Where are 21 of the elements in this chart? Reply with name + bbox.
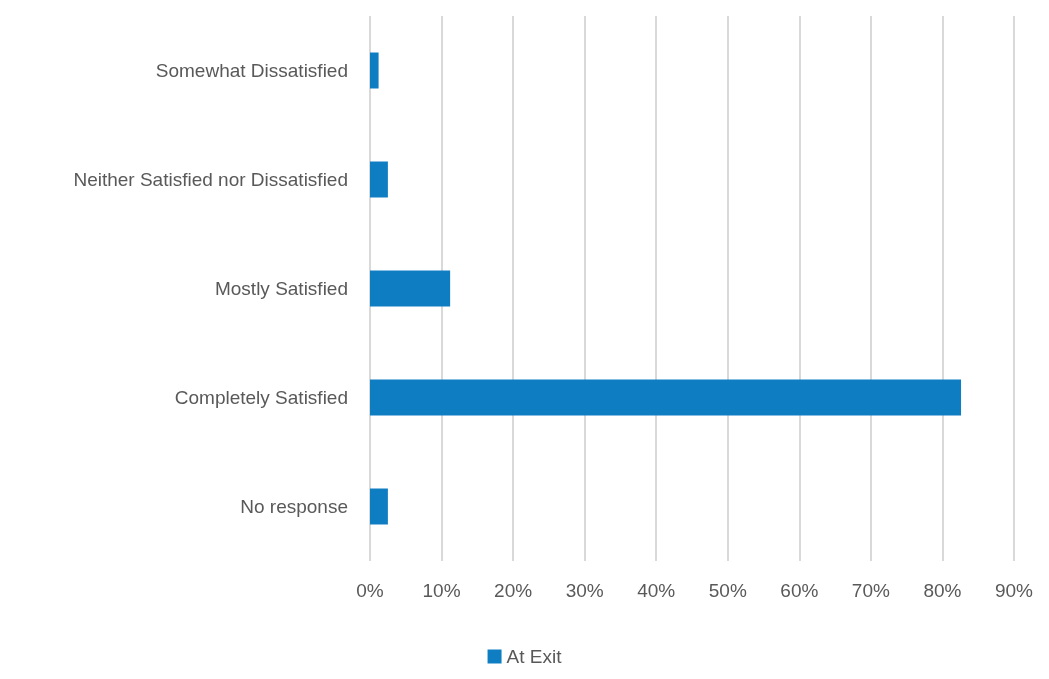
x-tick-label: 40% [637,580,676,601]
y-tick-label: No response [240,496,348,517]
legend-label: At Exit [506,646,563,667]
x-tick-label: 20% [494,580,533,601]
x-tick-label: 30% [565,580,604,601]
x-tick-label: 90% [994,580,1034,601]
x-tick-label: 80% [923,580,962,601]
x-tick-label: 0% [356,580,384,601]
bar [370,488,388,525]
y-tick-label: Completely Satisfied [174,387,348,408]
x-tick-label: 50% [708,580,747,601]
bar [370,52,379,89]
y-tick-label: Mostly Satisfied [214,278,348,299]
bar [370,270,451,307]
y-tick-label: Somewhat Dissatisfied [155,60,348,81]
x-tick-label: 10% [422,580,461,601]
x-tick-label: 70% [851,580,891,601]
x-tick-label: 60% [780,580,819,601]
bar [370,379,962,416]
y-tick-label: Neither Satisfied nor Dissatisfied [73,169,348,190]
bar [370,161,388,198]
